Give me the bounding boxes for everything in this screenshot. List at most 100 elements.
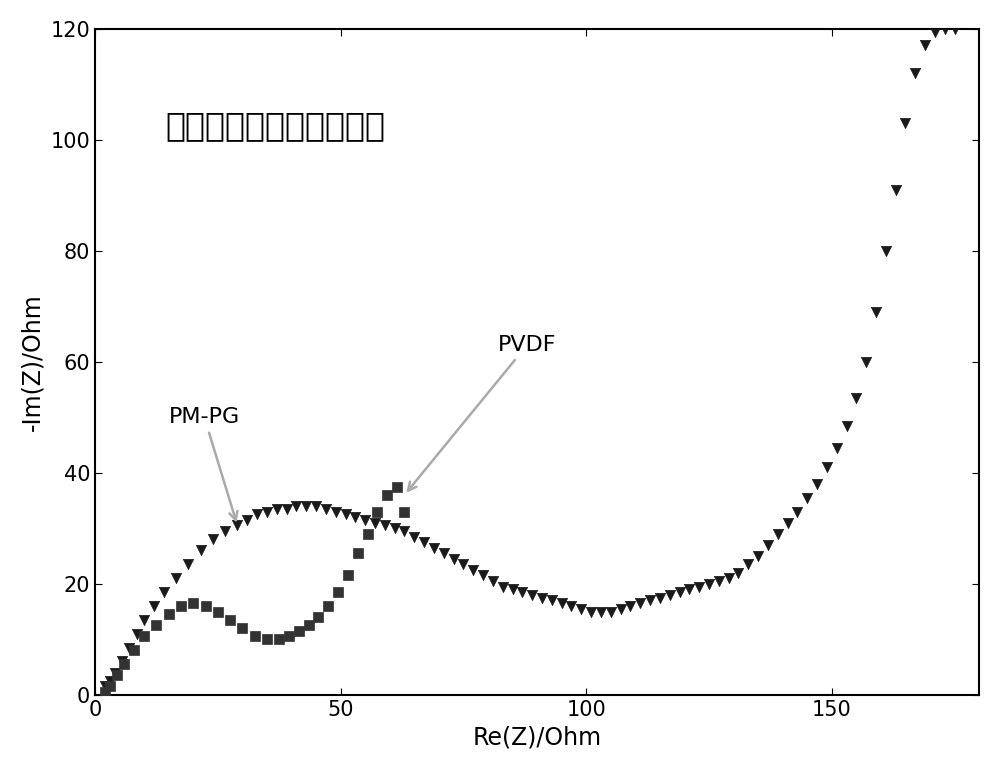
Point [701,578,717,590]
Point [180,558,196,571]
Point [291,624,307,637]
Point [514,586,530,598]
Point [406,531,422,543]
Point [505,583,521,595]
Point [622,600,638,612]
Point [829,442,845,454]
Point [173,600,189,612]
Point [320,600,336,612]
Point [129,628,145,640]
Point [249,508,265,521]
Point [259,633,275,645]
Point [563,600,579,612]
Point [721,572,737,584]
Point [259,505,275,517]
Point [193,544,209,557]
Point [436,547,452,559]
Point [367,517,383,529]
Point [222,614,238,626]
Point [234,622,250,634]
Point [809,477,825,490]
Point [534,591,550,604]
Point [583,605,599,618]
Point [396,525,412,537]
Text: 电池循环之前的阻抗测试: 电池循环之前的阻抗测试 [166,109,386,142]
Point [681,583,697,595]
Point [917,39,933,52]
Point [780,517,796,529]
Point [102,680,118,692]
Point [396,505,412,517]
Point [198,600,214,612]
Point [318,503,334,515]
Point [389,480,405,493]
Point [330,586,346,598]
Point [360,527,376,540]
Point [114,655,130,668]
Point [848,392,864,404]
Point [878,245,894,257]
X-axis label: Re(Z)/Ohm: Re(Z)/Ohm [473,725,602,749]
Point [662,589,678,601]
Point [229,519,245,531]
Point [271,633,287,645]
Point [168,572,184,584]
Point [109,669,125,681]
Point [301,619,317,631]
Y-axis label: -Im(Z)/Ohm: -Im(Z)/Ohm [21,293,45,430]
Point [711,575,727,588]
Point [247,631,263,643]
Text: PM-PG: PM-PG [169,407,240,521]
Point [868,306,884,318]
Point [369,505,385,517]
Point [740,558,756,571]
Point [310,611,326,623]
Point [328,505,344,517]
Point [691,581,707,593]
Point [281,631,297,643]
Point [672,586,688,598]
Point [350,547,366,559]
Point [652,591,668,604]
Point [156,586,172,598]
Point [97,680,113,692]
Point [554,597,570,609]
Point [789,505,805,517]
Point [97,686,113,698]
Point [148,619,164,631]
Point [308,500,324,512]
Point [603,605,619,618]
Point [750,550,766,562]
Point [279,503,295,515]
Point [185,597,201,609]
Point [573,603,589,615]
Point [888,183,904,196]
Point [387,522,403,534]
Point [379,489,395,501]
Point [288,500,304,512]
Point [907,67,923,79]
Point [495,581,511,593]
Point [116,658,132,671]
Point [642,594,658,607]
Point [146,600,162,612]
Point [799,491,815,504]
Point [102,675,118,687]
Point [126,644,142,657]
Point [947,22,963,35]
Point [136,631,152,643]
Point [298,500,314,512]
Point [613,603,629,615]
Point [475,569,491,581]
Point [446,553,462,565]
Point [465,564,481,576]
Point [217,525,233,537]
Point [485,575,501,588]
Point [338,508,354,521]
Point [839,420,855,432]
Point [544,594,560,607]
Point [347,511,363,524]
Point [455,558,471,571]
Point [760,539,776,551]
Point [357,514,373,526]
